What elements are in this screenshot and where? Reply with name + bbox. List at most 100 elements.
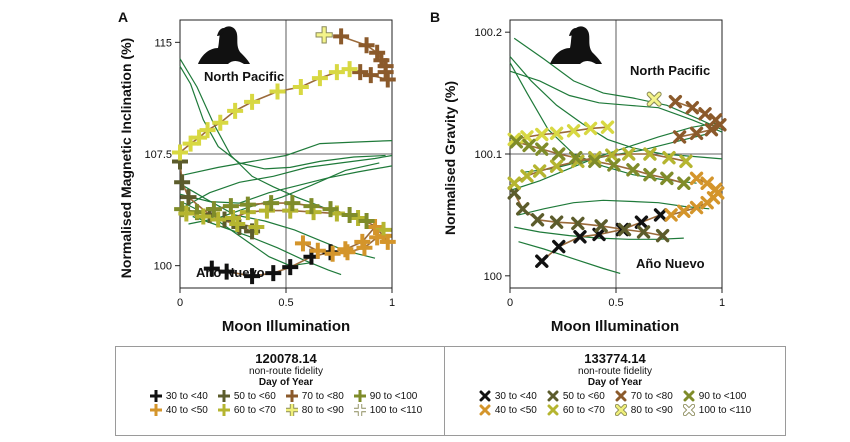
panel-b-data-point — [549, 126, 564, 140]
panel-a-data-point — [191, 129, 208, 146]
panel-b-data-point — [679, 154, 693, 169]
panel-b-data-point — [617, 222, 632, 237]
panel-a-data-point — [341, 207, 358, 224]
panel-a-data-point — [379, 233, 396, 250]
panel-b-legend-label: 80 to <90 — [630, 404, 673, 416]
panel-b-legend-item: 80 to <90 — [614, 404, 673, 416]
panel-b-data-point — [655, 228, 670, 243]
panel-a-data-point — [203, 260, 220, 277]
panel-a-x-tick-label: 1 — [389, 297, 395, 309]
panel-a-data-point — [199, 122, 216, 139]
panel-b-data-point — [672, 130, 687, 144]
panel-a-data-point — [375, 221, 392, 238]
panel-b-data-point — [668, 94, 683, 109]
panel-a-legend-label: 40 to <50 — [165, 404, 208, 416]
panel-b-letter: B — [430, 9, 440, 25]
panel-a-data-point — [210, 211, 227, 228]
panel-a-data-point — [239, 196, 256, 213]
panel-a-data-point — [315, 26, 333, 44]
panel-a-north-pacific-label: North Pacific — [204, 69, 284, 84]
panel-a-data-point — [328, 64, 345, 81]
panel-b-data-point — [552, 147, 566, 161]
panel-a: A 100 107.5 115 0 0.5 1 Normalised Magnetic I… — [118, 9, 396, 335]
panel-a-x-tick-label: 0.5 — [278, 297, 293, 309]
panel-b-data-point — [588, 150, 602, 165]
panel-b-data-point — [549, 159, 564, 173]
panel-b-track-line — [509, 70, 723, 133]
panel-b-legend-item: 40 to <50 — [479, 404, 537, 416]
panel-b-data-point — [569, 150, 583, 165]
panel-b-x-tick-label: 0.5 — [608, 297, 623, 309]
panel-b-data-point — [643, 147, 657, 161]
panel-b-legend-label: 100 to <110 — [698, 404, 752, 416]
panel-b-data-point — [700, 176, 714, 190]
panel-a-plot-area: 100 107.5 115 0 0.5 1 — [144, 19, 396, 309]
panel-a-data-point — [180, 189, 197, 206]
panel-b-data-point — [643, 168, 657, 182]
panel-b-legend-day-of-year: Day of Year — [587, 377, 643, 388]
panel-a-data-point — [195, 208, 212, 225]
panel-a-data-point — [182, 135, 199, 152]
panel-a-y-tick-label: 100 — [154, 261, 172, 273]
panel-a-letter: A — [118, 9, 128, 25]
panel-a-track-line — [184, 140, 393, 176]
panel-b-data-point — [552, 239, 566, 254]
panel-b-track-line — [518, 241, 621, 274]
panel-a-data-point — [244, 268, 261, 285]
panel-a-legend-title: 120078.14 — [255, 351, 317, 366]
panel-a-data-point — [172, 144, 188, 161]
panel-a-legend-item: 70 to <80 — [285, 390, 344, 402]
panel-b-data-point — [689, 171, 704, 186]
panel-a-legend-label: 30 to <40 — [165, 390, 208, 402]
panel-a-data-point — [356, 239, 373, 256]
panel-a-data-point — [367, 218, 384, 235]
panel-b-legend-item: 50 to <60 — [547, 390, 605, 402]
panel-a-data-point — [269, 83, 286, 100]
panel-b-legend-item: 90 to <100 — [683, 390, 751, 402]
panel-a-data-point — [205, 201, 222, 218]
panel-b-data-point — [507, 186, 521, 200]
panel-b-data-point — [507, 176, 521, 190]
panel-a-data-point — [222, 198, 239, 215]
panel-a-data-point — [358, 213, 375, 229]
panel-a-legend-item: 40 to <50 — [149, 404, 208, 416]
panel-b-data-point — [626, 163, 640, 177]
panel-a-data-point — [229, 215, 246, 232]
panel-b-data-point — [535, 142, 549, 156]
panel-b-legend-item: 100 to <110 — [682, 404, 752, 416]
panel-b-data-point — [704, 122, 719, 137]
panel-a-ano-nuevo-label: Año Nuevo — [196, 265, 265, 280]
panel-a-data-point — [248, 218, 265, 235]
panel-a-legend: 120078.14 non-route fidelity Day of Year… — [115, 346, 457, 436]
panel-b-north-pacific-label: North Pacific — [630, 63, 710, 78]
panel-a-y-axis-label: Normalised Magnetic Inclination (%) — [118, 38, 134, 278]
panel-a-data-point — [212, 114, 229, 131]
panel-b-x-tick-label: 1 — [719, 297, 725, 309]
panel-b-y-axis-label: Normalised Gravity (%) — [442, 81, 458, 235]
panel-b-data-point — [664, 208, 678, 222]
panel-a-data-point — [339, 244, 356, 261]
panel-b-legend-label: 50 to <60 — [562, 390, 605, 402]
panel-b-data-point — [530, 213, 545, 227]
panel-b-plot-area: 100 100.1 100.2 0 0.5 1 — [474, 19, 727, 309]
panel-b-seal-icon — [550, 26, 602, 64]
panel-a-legend-swatch-icon — [149, 390, 162, 402]
panel-b-legend-label: 30 to <40 — [494, 390, 537, 402]
panel-a-legend-label: 70 to <80 — [301, 390, 344, 402]
panel-a-data-point — [311, 70, 328, 87]
panel-b-data-point — [685, 101, 700, 115]
panel-b-data-point — [662, 150, 676, 165]
panel-b-data-point — [600, 120, 615, 134]
panel-b-legend-label: 60 to <70 — [562, 404, 605, 416]
panel-b-data-point — [571, 216, 585, 231]
panel-a-data-point — [284, 195, 301, 212]
panel-a-data-point — [263, 195, 280, 212]
panel-b-legend-swatch-icon — [614, 404, 627, 416]
panel-a-legend-swatch-icon — [149, 404, 162, 416]
panel-a-data-point — [322, 201, 339, 218]
panel-a-legend-item: 30 to <40 — [149, 390, 208, 402]
panel-a-data-point — [341, 61, 358, 78]
panel-a-data-point — [218, 263, 235, 280]
panel-a-legend-label: 80 to <90 — [301, 404, 344, 416]
